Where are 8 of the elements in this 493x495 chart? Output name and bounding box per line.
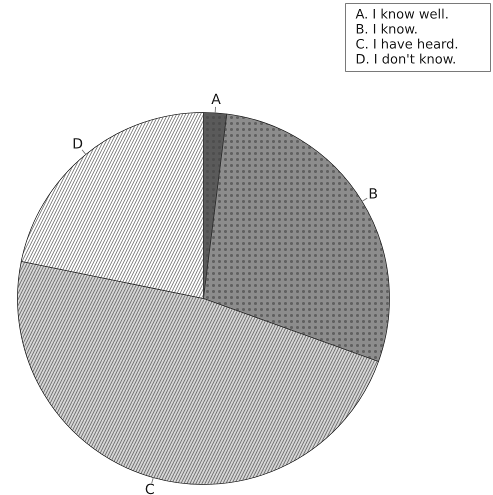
text: B. I know. xyxy=(356,22,418,38)
text: A. I know well. xyxy=(356,8,449,22)
slice-label: D xyxy=(72,136,84,152)
text: D. I don't know. xyxy=(356,52,456,68)
text: C. I have heard. xyxy=(356,38,459,52)
slice-label: A xyxy=(211,92,222,108)
slice-label: C xyxy=(144,482,155,495)
slice-label: B xyxy=(368,186,378,203)
